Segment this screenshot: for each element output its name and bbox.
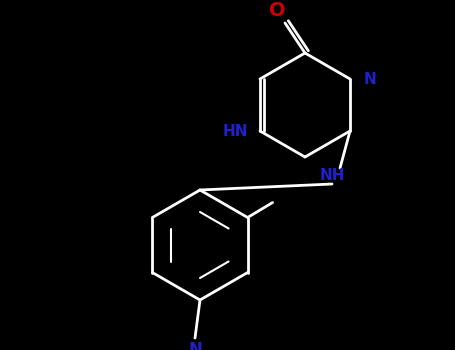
Text: N: N: [364, 71, 377, 86]
Text: NH: NH: [319, 168, 345, 183]
Text: HN: HN: [222, 124, 248, 139]
Text: O: O: [269, 1, 285, 21]
Text: N: N: [188, 341, 202, 350]
